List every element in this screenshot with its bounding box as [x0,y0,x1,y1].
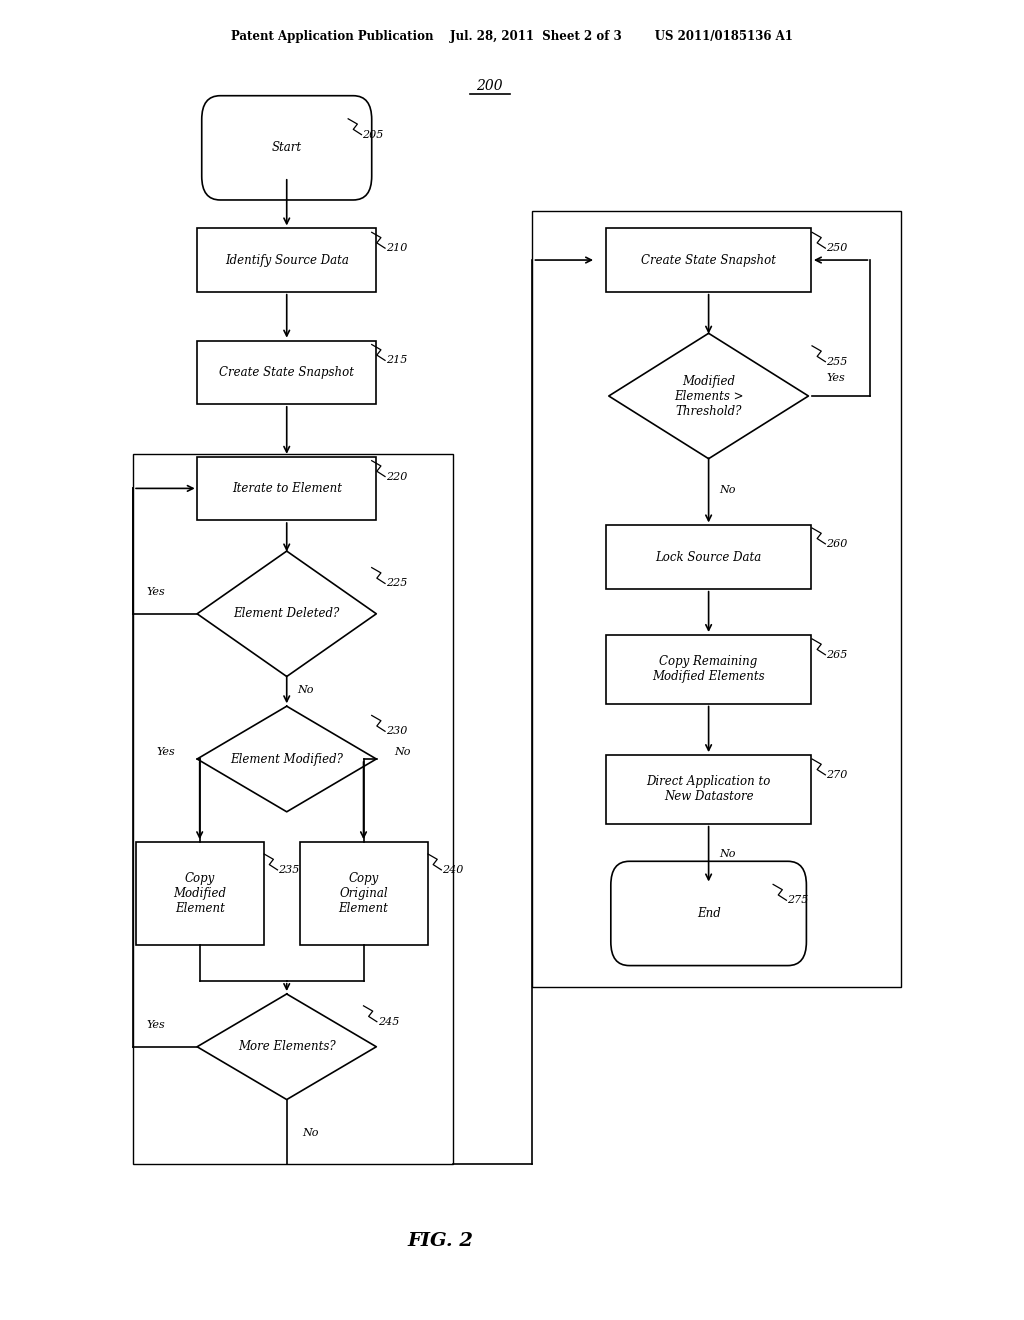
Text: Create State Snapshot: Create State Snapshot [219,366,354,379]
Polygon shape [608,334,809,459]
Text: 215: 215 [386,355,408,366]
Text: Copy
Original
Element: Copy Original Element [339,873,388,915]
Bar [299,842,428,945]
Text: 275: 275 [787,895,809,906]
Polygon shape [198,552,377,676]
Bar [133,454,453,1164]
Text: 210: 210 [386,243,408,253]
Text: Copy
Modified
Element: Copy Modified Element [173,873,226,915]
Bar [532,211,901,987]
Text: No: No [719,849,735,859]
Text: 240: 240 [442,865,464,875]
Text: No: No [394,747,411,758]
Text: End: End [696,907,721,920]
Text: Start: Start [271,141,302,154]
FancyBboxPatch shape [202,96,372,199]
Text: 250: 250 [826,243,848,253]
Text: Lock Source Data: Lock Source Data [655,550,762,564]
Bar [606,228,811,292]
Bar [606,755,811,824]
Text: Identify Source Data: Identify Source Data [225,253,348,267]
Bar [606,525,811,589]
Text: 260: 260 [826,539,848,549]
Bar [198,457,377,520]
Text: Yes: Yes [826,372,845,383]
Text: No: No [719,486,735,495]
Text: Element Modified?: Element Modified? [230,752,343,766]
Text: 255: 255 [826,356,848,367]
Text: 220: 220 [386,471,408,482]
Text: Element Deleted?: Element Deleted? [233,607,340,620]
Text: 245: 245 [378,1016,399,1027]
Bar [135,842,264,945]
Text: Modified
Elements >
Threshold?: Modified Elements > Threshold? [674,375,743,417]
Text: 200: 200 [476,79,503,92]
Text: 235: 235 [279,865,300,875]
Text: Create State Snapshot: Create State Snapshot [641,253,776,267]
Text: 270: 270 [826,770,848,780]
Text: 225: 225 [386,578,408,589]
Text: Patent Application Publication    Jul. 28, 2011  Sheet 2 of 3        US 2011/018: Patent Application Publication Jul. 28, … [231,30,793,44]
Polygon shape [198,706,377,812]
Text: No: No [297,685,313,694]
Bar [198,341,377,404]
Text: 265: 265 [826,649,848,660]
Text: 230: 230 [386,726,408,737]
Text: 205: 205 [362,129,384,140]
Text: More Elements?: More Elements? [238,1040,336,1053]
Text: Yes: Yes [146,586,165,597]
Text: Direct Application to
New Datastore: Direct Application to New Datastore [646,775,771,804]
Polygon shape [198,994,377,1100]
Text: Iterate to Element: Iterate to Element [231,482,342,495]
Text: No: No [302,1127,318,1138]
FancyBboxPatch shape [610,862,806,966]
Text: Yes: Yes [157,747,175,758]
Text: Yes: Yes [146,1019,165,1030]
Text: Copy Remaining
Modified Elements: Copy Remaining Modified Elements [652,655,765,684]
Bar [198,228,377,292]
Text: FIG. 2: FIG. 2 [408,1232,473,1250]
Bar [606,635,811,704]
